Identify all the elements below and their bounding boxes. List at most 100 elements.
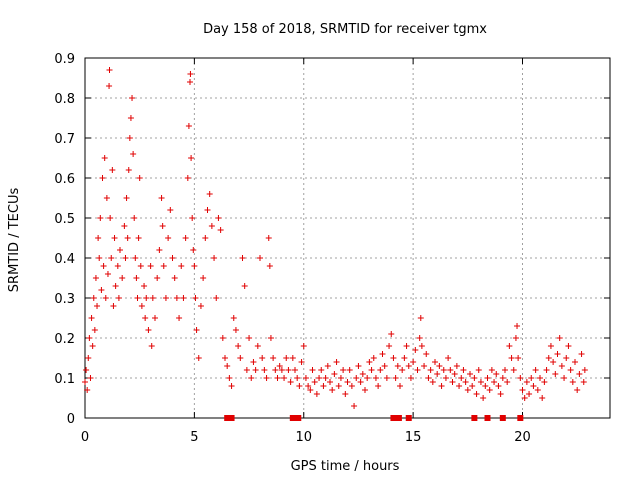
data-point xyxy=(515,355,522,361)
data-point xyxy=(189,215,196,221)
data-point xyxy=(156,247,163,253)
data-point xyxy=(147,263,154,269)
data-point xyxy=(83,367,90,373)
data-point xyxy=(355,363,362,369)
y-tick-label: 0.8 xyxy=(54,92,75,107)
y-tick-label: 0.7 xyxy=(54,132,75,147)
data-point xyxy=(342,391,349,397)
data-point xyxy=(167,207,174,213)
data-point xyxy=(133,275,140,281)
data-point xyxy=(578,351,585,357)
x-tick-label: 10 xyxy=(295,430,312,445)
data-point xyxy=(171,275,178,281)
y-tick-label: 0.9 xyxy=(54,52,75,67)
data-point xyxy=(232,327,239,333)
y-tick-label: 0 xyxy=(67,412,75,427)
data-point xyxy=(246,335,253,341)
data-point xyxy=(530,383,537,389)
data-point xyxy=(432,359,438,365)
data-point xyxy=(305,383,312,389)
data-point xyxy=(187,71,194,77)
data-point xyxy=(532,367,539,373)
data-point xyxy=(193,327,200,333)
data-point xyxy=(142,315,149,321)
data-point xyxy=(187,79,193,85)
data-point xyxy=(313,391,320,397)
data-point xyxy=(115,295,122,301)
data-point xyxy=(121,223,128,229)
data-point xyxy=(204,207,211,213)
data-point xyxy=(252,367,259,373)
data-point xyxy=(243,367,250,373)
data-point xyxy=(493,371,500,377)
data-point xyxy=(178,263,185,269)
data-point xyxy=(399,367,406,373)
zero-point xyxy=(390,415,397,421)
data-point xyxy=(397,383,403,389)
zero-point xyxy=(228,415,235,421)
data-point xyxy=(417,315,424,321)
data-point xyxy=(471,375,478,381)
data-point xyxy=(160,263,167,269)
data-point xyxy=(107,215,114,221)
data-point xyxy=(298,359,305,365)
data-point xyxy=(228,383,235,389)
data-point xyxy=(556,335,563,341)
data-point xyxy=(381,363,388,369)
data-point xyxy=(580,379,587,385)
data-point xyxy=(91,327,98,333)
data-point xyxy=(267,335,274,341)
data-point xyxy=(208,223,215,229)
data-point xyxy=(117,247,123,253)
data-point xyxy=(508,355,515,361)
data-point xyxy=(143,295,150,301)
data-point xyxy=(114,263,121,269)
data-point xyxy=(440,367,447,373)
data-point xyxy=(379,351,386,357)
data-point xyxy=(185,123,192,129)
data-point xyxy=(254,343,261,349)
data-point xyxy=(377,367,384,373)
data-point xyxy=(425,375,432,381)
data-point xyxy=(309,367,316,373)
data-point xyxy=(497,391,504,397)
zero-point xyxy=(295,415,302,421)
data-point xyxy=(348,383,355,389)
data-point xyxy=(499,375,506,381)
data-point xyxy=(333,359,340,365)
data-point xyxy=(442,375,449,381)
y-axis-label: SRMTID / TECUs xyxy=(7,188,22,293)
data-point xyxy=(335,383,342,389)
data-point xyxy=(132,255,139,261)
data-point xyxy=(188,155,195,161)
data-point xyxy=(320,383,327,389)
y-tick-label: 0.3 xyxy=(54,292,75,307)
data-point xyxy=(89,343,96,349)
data-point xyxy=(458,375,465,381)
data-point xyxy=(495,383,502,389)
data-point xyxy=(152,315,158,321)
data-point xyxy=(130,151,137,157)
data-point xyxy=(289,355,296,361)
data-point xyxy=(213,295,220,301)
data-point xyxy=(534,387,541,393)
data-point xyxy=(219,335,226,341)
data-point xyxy=(222,355,228,361)
data-point xyxy=(410,359,417,365)
data-point xyxy=(119,275,126,281)
data-point xyxy=(141,283,148,289)
data-point xyxy=(353,375,360,381)
x-tick-label: 5 xyxy=(190,430,198,445)
data-point xyxy=(307,387,314,393)
zero-point xyxy=(484,415,491,421)
y-tick-label: 0.2 xyxy=(54,332,75,347)
data-point xyxy=(574,387,581,393)
data-point xyxy=(565,343,572,349)
x-tick-label: 0 xyxy=(81,430,89,445)
zero-point xyxy=(289,415,296,421)
data-point xyxy=(182,235,189,241)
data-point xyxy=(283,355,290,361)
data-point xyxy=(477,379,484,385)
data-point xyxy=(190,247,197,253)
